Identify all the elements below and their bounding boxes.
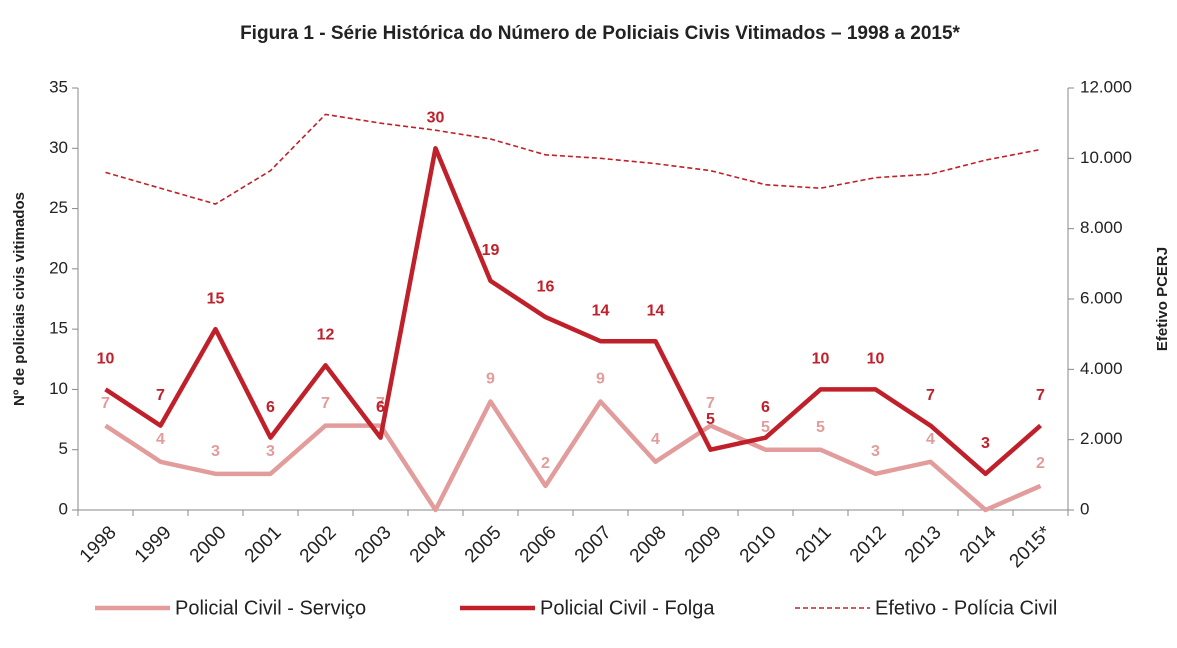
- x-tick-label: 2007: [571, 522, 616, 567]
- data-label: 7: [376, 395, 385, 412]
- data-label: 14: [647, 302, 665, 319]
- legend-label: Policial Civil - Serviço: [175, 597, 366, 619]
- x-tick-label: 2013: [901, 522, 946, 567]
- x-tick-label: 1999: [131, 522, 176, 567]
- x-tick-label: 2009: [681, 522, 726, 567]
- data-label: 10: [867, 351, 885, 368]
- x-tick-label: 2001: [241, 522, 286, 567]
- y-tick-label: 0: [59, 499, 68, 518]
- data-label: 3: [266, 443, 275, 460]
- data-label: 14: [592, 302, 610, 319]
- y-tick-label: 25: [49, 198, 68, 217]
- data-label: 16: [537, 278, 555, 295]
- x-tick-label: 2012: [846, 522, 891, 567]
- legend-label: Policial Civil - Folga: [540, 597, 715, 619]
- data-label: 9: [486, 371, 495, 388]
- y-tick-label: 35: [49, 77, 68, 96]
- y-tick-label: 10: [49, 379, 68, 398]
- data-label: 15: [207, 290, 225, 307]
- y2-axis-title: Efetivo PCERJ: [1154, 247, 1171, 351]
- data-label: 7: [1036, 387, 1045, 404]
- data-label: 2: [541, 455, 550, 472]
- data-label: 30: [427, 110, 445, 127]
- data-label: 5: [706, 411, 715, 428]
- y2-tick-label: 12.000: [1080, 77, 1132, 96]
- series-line: [104, 399, 1042, 513]
- data-label: 7: [101, 395, 110, 412]
- y2-tick-label: 6.000: [1080, 288, 1123, 307]
- data-label: 5: [761, 419, 770, 436]
- x-tick-label: 2000: [186, 522, 231, 567]
- series-line: [104, 146, 1042, 477]
- y-tick-label: 20: [49, 258, 68, 277]
- data-label: 19: [482, 242, 500, 259]
- y2-tick-label: 8.000: [1080, 218, 1123, 237]
- data-label: 7: [926, 387, 935, 404]
- data-label: 7: [156, 387, 165, 404]
- y2-tick-label: 2.000: [1080, 429, 1123, 448]
- x-tick-label: 2005: [461, 522, 506, 567]
- data-label: 2: [1036, 455, 1045, 472]
- data-label: 3: [981, 435, 990, 452]
- x-tick-label: 2008: [626, 522, 671, 567]
- data-label: 5: [816, 419, 825, 436]
- series-line: [105, 113, 1041, 205]
- data-label: 10: [97, 351, 115, 368]
- data-label: 4: [926, 431, 935, 448]
- data-label: 3: [211, 443, 220, 460]
- y2-tick-label: 4.000: [1080, 359, 1123, 378]
- legend-label: Efetivo - Polícia Civil: [875, 597, 1057, 619]
- data-label: 10: [812, 351, 830, 368]
- data-label: 3: [871, 443, 880, 460]
- y-axis-title: Nº de policiais civis vitimados: [11, 192, 28, 406]
- chart-title: Figura 1 - Série Histórica do Número de …: [240, 23, 960, 44]
- x-tick-label: 2011: [792, 522, 836, 566]
- x-tick-label: 2014: [956, 522, 1001, 567]
- y2-tick-label: 0: [1080, 499, 1089, 518]
- data-label: 7: [706, 395, 715, 412]
- y-tick-label: 30: [49, 138, 68, 157]
- data-label: 12: [317, 327, 335, 344]
- x-tick-label: 2015*: [1006, 522, 1056, 572]
- x-tick-label: 1998: [76, 522, 121, 567]
- data-label: 6: [761, 399, 770, 416]
- x-tick-label: 2003: [351, 522, 396, 567]
- x-tick-label: 2004: [406, 522, 451, 567]
- y-tick-label: 5: [59, 439, 68, 458]
- y2-tick-label: 10.000: [1080, 148, 1132, 167]
- data-label: 7: [321, 395, 330, 412]
- data-label: 6: [376, 399, 385, 416]
- data-label: 9: [596, 371, 605, 388]
- data-label: 4: [156, 431, 165, 448]
- data-label: 4: [651, 431, 660, 448]
- x-tick-label: 2006: [516, 522, 561, 567]
- data-label: 6: [266, 399, 275, 416]
- x-tick-label: 2010: [736, 522, 781, 567]
- y-tick-label: 15: [49, 319, 68, 338]
- x-tick-label: 2002: [296, 522, 341, 567]
